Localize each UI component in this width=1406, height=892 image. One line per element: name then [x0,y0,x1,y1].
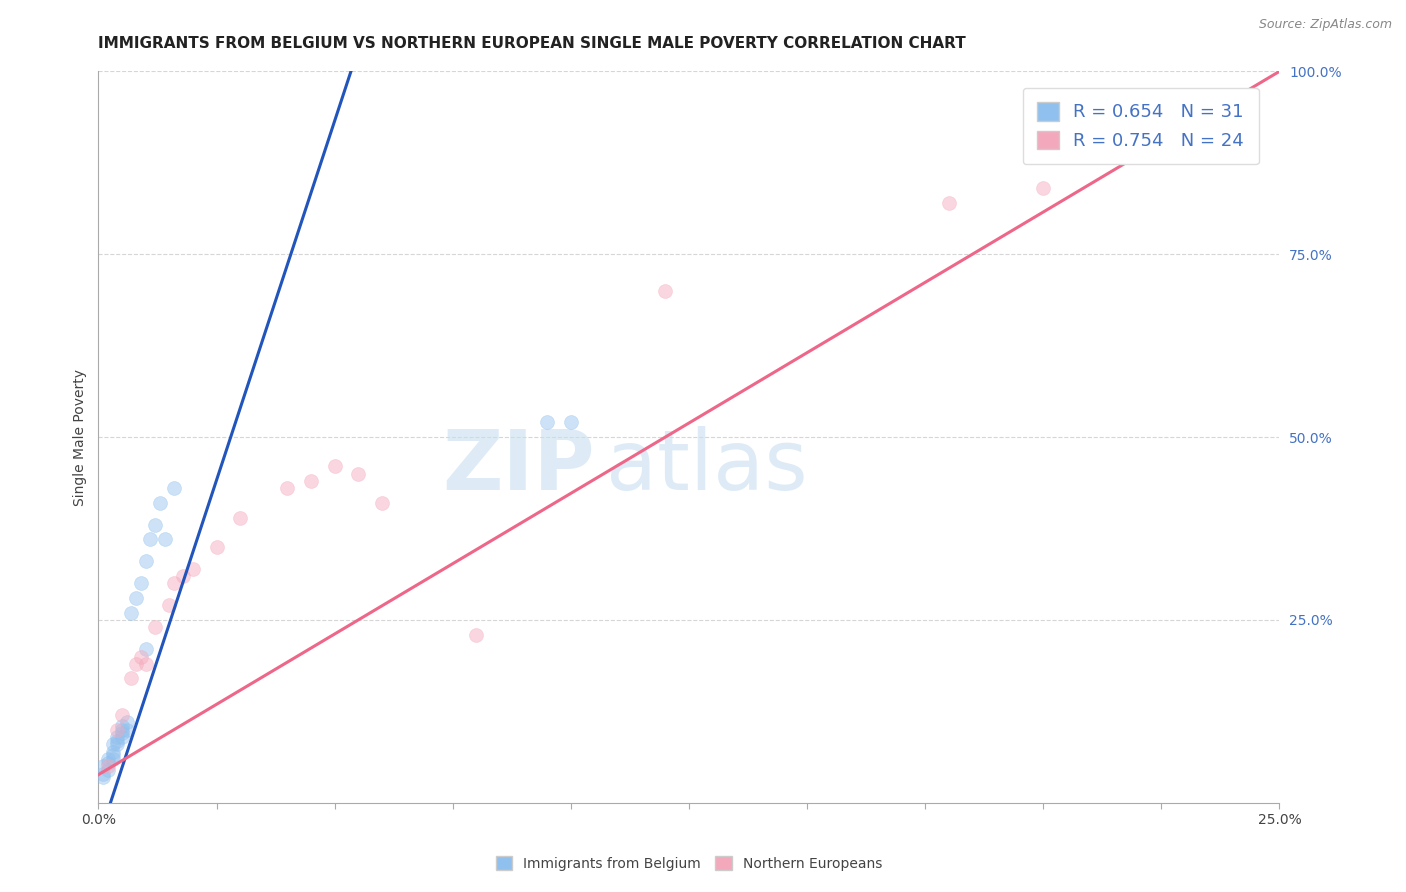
Text: IMMIGRANTS FROM BELGIUM VS NORTHERN EUROPEAN SINGLE MALE POVERTY CORRELATION CHA: IMMIGRANTS FROM BELGIUM VS NORTHERN EURO… [98,36,966,51]
Point [125,657,148,671]
Point [115,715,138,730]
Point [101,745,124,759]
Point [143,620,166,634]
Point [111,708,134,723]
Point [97,759,120,773]
Point [229,510,252,524]
Point [101,752,124,766]
Point [560,416,582,430]
Point [111,726,134,740]
Point [276,481,298,495]
Point [129,649,152,664]
Point [938,196,960,211]
Legend: Immigrants from Belgium, Northern Europeans: Immigrants from Belgium, Northern Europe… [491,850,887,876]
Y-axis label: Single Male Poverty: Single Male Poverty [73,368,87,506]
Point [91,766,114,780]
Point [135,554,157,568]
Point [205,540,228,554]
Point [1102,94,1125,108]
Point [172,569,194,583]
Point [111,723,134,737]
Point [323,459,346,474]
Point [115,723,138,737]
Text: ZIP: ZIP [441,425,595,507]
Point [153,533,176,547]
Point [163,481,186,495]
Point [135,642,157,657]
Legend: R = 0.654   N = 31, R = 0.754   N = 24: R = 0.654 N = 31, R = 0.754 N = 24 [1024,87,1258,164]
Point [97,756,120,770]
Point [654,284,676,298]
Point [111,730,134,744]
Point [105,723,128,737]
Point [105,733,128,747]
Point [143,517,166,532]
Point [97,763,120,777]
Point [101,748,124,763]
Point [157,599,180,613]
Point [91,770,114,784]
Point [105,737,128,751]
Point [139,533,162,547]
Point [371,496,394,510]
Point [181,562,204,576]
Point [91,759,114,773]
Point [1032,181,1054,195]
Point [129,576,152,591]
Point [101,737,124,751]
Point [347,467,370,481]
Point [149,496,172,510]
Point [121,606,143,620]
Text: atlas: atlas [606,425,808,507]
Point [125,591,148,605]
Point [111,719,134,733]
Point [105,730,128,744]
Text: Source: ZipAtlas.com: Source: ZipAtlas.com [1258,18,1392,31]
Point [135,657,157,671]
Point [97,752,120,766]
Point [299,474,322,488]
Point [465,627,488,641]
Point [536,416,558,430]
Point [121,672,143,686]
Point [163,576,186,591]
